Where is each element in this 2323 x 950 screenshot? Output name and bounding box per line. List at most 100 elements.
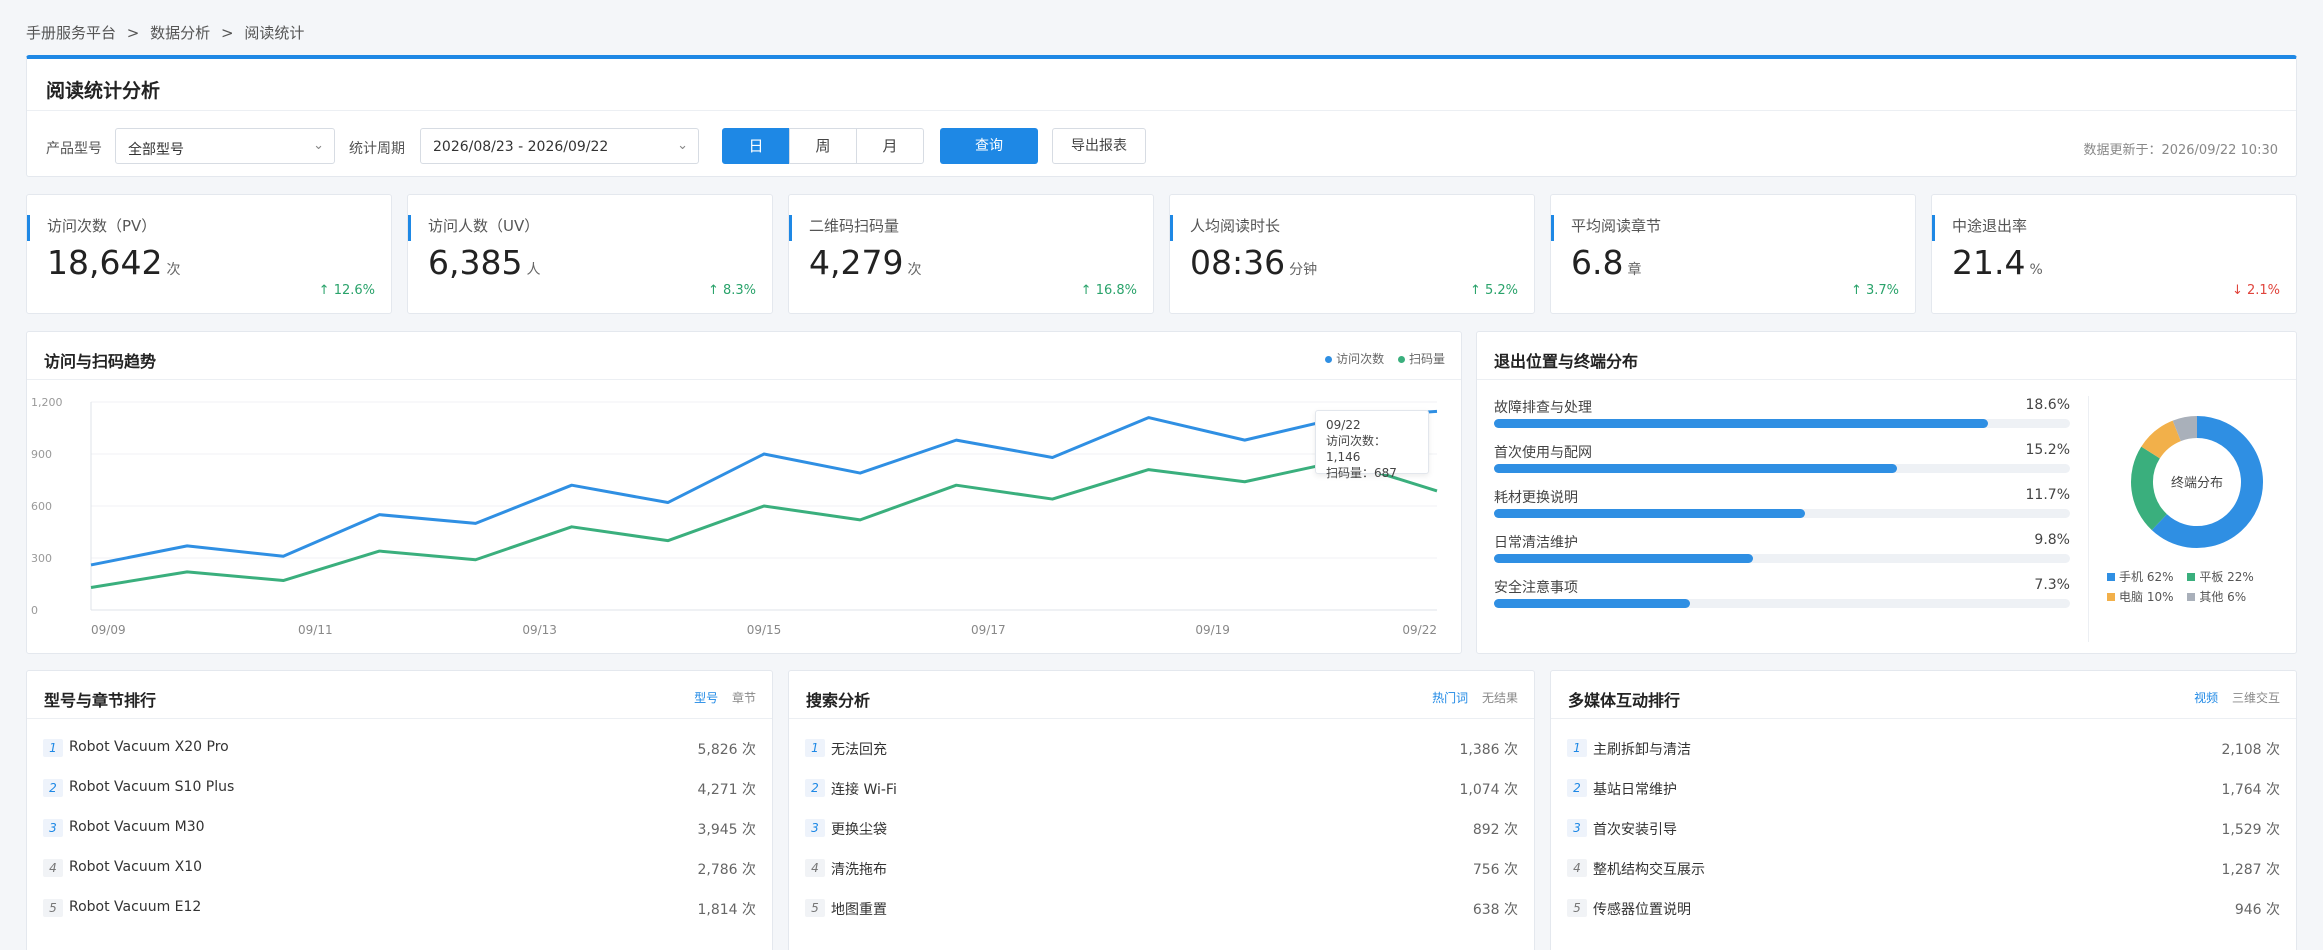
- kpi-card-exit-rate: 中途退出率 21.4% ↓ 2.1%: [1931, 194, 2297, 314]
- exit-row-percent: 18.6%: [2025, 397, 2070, 413]
- rank-number: 5: [43, 899, 63, 917]
- kpi-number: 21.4: [1952, 243, 2026, 282]
- chevron-down-icon: ⌄: [313, 138, 324, 153]
- donut-slice-pc[interactable]: [2141, 420, 2182, 459]
- kpi-value: 18,642 次: [47, 243, 180, 282]
- exit-row-percent: 9.8%: [2034, 532, 2070, 548]
- query-button[interactable]: 查询: [940, 128, 1038, 164]
- kpi-label: 访问人数（UV）: [428, 217, 540, 235]
- rank-value: 4,271 次: [697, 782, 756, 798]
- list-item[interactable]: 4 清洗拖布 756 次: [805, 855, 1518, 881]
- y-tick-label: 900: [31, 448, 52, 461]
- legend-dot-pv: [1325, 356, 1333, 363]
- legend-pv[interactable]: 访问次数: [1336, 352, 1385, 366]
- donut-slice-other[interactable]: [2172, 416, 2198, 442]
- list-item[interactable]: 2 Robot Vacuum S10 Plus 4,271 次: [43, 775, 756, 801]
- exit-row-track: [1494, 554, 2070, 563]
- rank-value: 5,826 次: [697, 742, 756, 758]
- kpi-unit: 次: [166, 262, 181, 278]
- kpi-value: 08:36 分钟: [1190, 243, 1317, 282]
- kpi-number: 4,279: [809, 243, 904, 282]
- list-item[interactable]: 3 更换尘袋 892 次: [805, 815, 1518, 841]
- rank-name: 更换尘袋: [831, 822, 887, 838]
- x-tick-label: 09/11: [298, 623, 333, 637]
- list-item[interactable]: 5 Robot Vacuum E12 1,814 次: [43, 895, 756, 921]
- rank-number: 3: [805, 819, 825, 837]
- tab-no-results[interactable]: 无结果: [1481, 691, 1518, 705]
- granularity-month-button[interactable]: 月: [856, 128, 924, 164]
- kpi-label: 中途退出率: [1952, 217, 2028, 235]
- x-tick-label: 09/09: [91, 623, 126, 637]
- media-rank-panel: 多媒体互动排行 视频 三维交互 1 主刷拆卸与清洁 2,108 次 2 基站日常维护 1…: [1550, 670, 2297, 950]
- rank-number: 2: [805, 779, 825, 797]
- granularity-day-button[interactable]: 日: [722, 128, 790, 164]
- tooltip-pv: 访问次数：1,146: [1326, 434, 1387, 464]
- y-tick-label: 600: [31, 500, 52, 513]
- search-rank-panel: 搜索分析 热门词 无结果 1 无法回充 1,386 次 2 连接 Wi-Fi 1,074…: [788, 670, 1535, 950]
- trend-chart[interactable]: 1,200 900 600 300 0 09/09 09/11 09/13 09/15 09/17…: [27, 332, 1463, 655]
- list-item[interactable]: 2 连接 Wi-Fi 1,074 次: [805, 775, 1518, 801]
- donut-legend-other: 其他 6%: [2199, 590, 2247, 604]
- period-select[interactable]: 2026/08/23 - 2026/09/22 ⌄: [420, 128, 699, 164]
- list-item[interactable]: 5 地图重置 638 次: [805, 895, 1518, 921]
- export-button[interactable]: 导出报表: [1052, 128, 1146, 164]
- tab-model[interactable]: 型号: [694, 691, 719, 705]
- rank-number: 4: [1567, 859, 1587, 877]
- tab-3d-interaction[interactable]: 三维交互: [2231, 691, 2280, 705]
- exit-row-track: [1494, 419, 2070, 428]
- rank-value: 1,287 次: [2221, 862, 2280, 878]
- kpi-delta: ↓ 2.1%: [2231, 283, 2280, 298]
- exit-row-percent: 15.2%: [2025, 442, 2070, 458]
- breadcrumb-platform[interactable]: 手册服务平台: [26, 24, 117, 42]
- list-item[interactable]: 4 整机结构交互展示 1,287 次: [1567, 855, 2280, 881]
- kpi-card-read-time: 人均阅读时长 08:36 分钟 ↑ 5.2%: [1169, 194, 1535, 314]
- series-line-pv: [90, 409, 1438, 567]
- rank-value: 756 次: [1472, 862, 1518, 878]
- rank-value: 1,764 次: [2221, 782, 2280, 798]
- rank-number: 3: [1567, 819, 1587, 837]
- donut-slice-tablet[interactable]: [2131, 446, 2168, 531]
- kpi-label: 二维码扫码量: [809, 217, 900, 235]
- x-tick-label: 09/22: [1402, 623, 1437, 637]
- terminal-donut-chart[interactable]: 终端分布: [2097, 412, 2297, 552]
- kpi-card-pv: 访问次数（PV） 18,642 次 ↑ 12.6%: [26, 194, 392, 314]
- exit-row-track: [1494, 599, 2070, 608]
- tab-hot-words[interactable]: 热门词: [1432, 691, 1469, 705]
- donut-slice-phone[interactable]: [2151, 416, 2263, 548]
- kpi-card-chapters: 平均阅读章节 6.8 章 ↑ 3.7%: [1550, 194, 1916, 314]
- rank-panel-title: 型号与章节排行: [44, 691, 157, 710]
- list-item[interactable]: 1 主刷拆卸与清洁 2,108 次: [1567, 735, 2280, 761]
- list-item[interactable]: 3 Robot Vacuum M30 3,945 次: [43, 815, 756, 841]
- tab-chapter[interactable]: 章节: [731, 691, 756, 705]
- breadcrumb-analysis[interactable]: 数据分析: [150, 24, 211, 42]
- product-select[interactable]: 全部型号 ⌄: [115, 128, 335, 164]
- rank-number: 2: [43, 779, 63, 797]
- kpi-delta: ↑ 8.3%: [707, 283, 756, 298]
- chart-tooltip: 09/22 访问次数：1,146 扫码量：687: [1315, 410, 1429, 480]
- tab-video[interactable]: 视频: [2194, 691, 2219, 705]
- list-item[interactable]: 5 传感器位置说明 946 次: [1567, 895, 2280, 921]
- x-tick-label: 09/13: [522, 623, 557, 637]
- exit-panel: 退出位置与终端分布 故障排查与处理 18.6% 首次使用与配网 15.2% 耗材…: [1476, 331, 2297, 654]
- rank-number: 3: [43, 819, 63, 837]
- rank-number: 4: [43, 859, 63, 877]
- kpi-accent: [408, 215, 411, 241]
- donut-center-label: 终端分布: [2171, 475, 2223, 491]
- exit-panel-title: 退出位置与终端分布: [1494, 352, 1639, 371]
- rank-value: 946 次: [2234, 902, 2280, 918]
- rank-value: 3,945 次: [697, 822, 756, 838]
- exit-row: 耗材更换说明 11.7%: [1494, 487, 2070, 518]
- kpi-accent: [1170, 215, 1173, 241]
- list-item[interactable]: 1 Robot Vacuum X20 Pro 5,826 次: [43, 735, 756, 761]
- list-item[interactable]: 1 无法回充 1,386 次: [805, 735, 1518, 761]
- granularity-week-button[interactable]: 周: [789, 128, 857, 164]
- list-item[interactable]: 3 首次安装引导 1,529 次: [1567, 815, 2280, 841]
- list-item[interactable]: 4 Robot Vacuum X10 2,786 次: [43, 855, 756, 881]
- rank-name: Robot Vacuum X20 Pro: [69, 739, 229, 755]
- rank-name: 清洗拖布: [831, 862, 887, 878]
- list-item[interactable]: 2 基站日常维护 1,764 次: [1567, 775, 2280, 801]
- rank-value: 1,529 次: [2221, 822, 2280, 838]
- kpi-accent: [1551, 215, 1554, 241]
- legend-scan[interactable]: 扫码量: [1408, 352, 1445, 366]
- rank-name: Robot Vacuum M30: [69, 819, 205, 835]
